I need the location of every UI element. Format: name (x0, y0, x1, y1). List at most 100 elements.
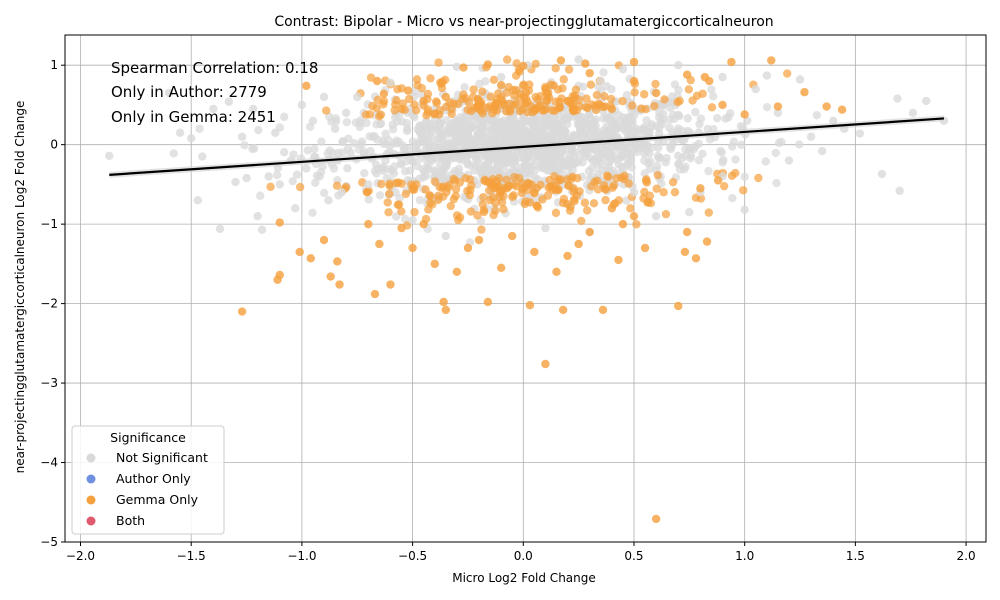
point-gemma-only (496, 80, 506, 90)
cloud-point-gemma (469, 85, 478, 94)
cloud-point-gemma (587, 182, 596, 191)
cloud-point (718, 158, 727, 167)
cloud-point-gemma (426, 198, 435, 208)
cloud-point-gemma (394, 178, 403, 187)
cloud-point (548, 120, 558, 130)
cloud-point (536, 130, 546, 140)
cloud-point-gemma (499, 205, 508, 214)
point-gemma-only (403, 86, 413, 95)
point-gemma-only (767, 56, 776, 65)
y-tick-label: −1 (40, 217, 58, 231)
point-gemma-only (335, 280, 344, 289)
cloud-point (331, 117, 341, 126)
cloud-point-gemma (704, 208, 713, 217)
cloud-point (646, 122, 656, 132)
cloud-point (435, 118, 444, 128)
point-not-significant (817, 146, 827, 156)
cloud-point-gemma (379, 96, 389, 106)
x-axis-label: Micro Log2 Fold Change (452, 571, 596, 585)
point-gemma-only (519, 61, 528, 71)
cloud-point (761, 157, 770, 166)
cloud-point-gemma (473, 211, 482, 220)
point-not-significant (855, 129, 865, 138)
cloud-point-gemma (525, 80, 534, 89)
cloud-point (560, 114, 569, 123)
point-gemma-only (696, 184, 705, 193)
point-not-significant (209, 104, 218, 114)
cloud-point (589, 119, 598, 128)
cloud-point-gemma (479, 192, 488, 202)
cloud-point (256, 191, 265, 200)
cloud-point-gemma (533, 203, 543, 212)
cloud-point (370, 166, 380, 176)
cloud-point-gemma (604, 172, 613, 182)
trend-line-group (109, 115, 945, 178)
x-tick-label: −1.0 (287, 549, 316, 563)
cloud-point (556, 155, 565, 164)
cloud-point (622, 91, 632, 100)
cloud-point (709, 92, 718, 101)
point-gemma-only (800, 88, 809, 97)
point-gemma-only (459, 63, 468, 72)
cloud-point (484, 158, 493, 167)
point-gemma-only (441, 305, 450, 315)
cloud-point-gemma (593, 185, 603, 194)
cloud-point-gemma (385, 181, 394, 191)
point-not-significant (784, 156, 794, 165)
cloud-point-gemma (486, 92, 495, 101)
cloud-point (812, 110, 822, 120)
cloud-point-gemma (668, 177, 678, 187)
cloud-point-gemma (645, 191, 655, 200)
point-gemma-only (306, 254, 315, 263)
point-gemma-only (408, 243, 417, 253)
cloud-point (538, 158, 548, 168)
point-not-significant (346, 148, 355, 157)
cloud-point (240, 141, 249, 150)
cloud-point (628, 116, 637, 126)
cloud-point (564, 162, 574, 172)
cloud-point-gemma (643, 198, 652, 207)
cloud-point-gemma (532, 183, 542, 193)
cloud-point-gemma (478, 87, 487, 96)
cloud-point (521, 117, 530, 126)
cloud-point-gemma (538, 195, 547, 204)
point-not-significant (337, 188, 346, 197)
cloud-point (578, 82, 588, 91)
x-tick-label: −0.5 (398, 549, 427, 563)
cloud-point (673, 151, 683, 160)
x-tick-label: −2.0 (66, 549, 95, 563)
legend-title: Significance (110, 430, 186, 445)
cloud-point (310, 144, 319, 154)
cloud-point (460, 82, 469, 92)
cloud-point (288, 176, 297, 186)
point-gemma-only (691, 254, 701, 263)
point-not-significant (353, 92, 362, 102)
point-not-significant (271, 128, 280, 137)
cloud-point (429, 166, 438, 175)
point-gemma-only (319, 235, 329, 245)
point-not-significant (330, 124, 340, 133)
cloud-point (272, 170, 282, 180)
cloud-point (474, 159, 483, 168)
cloud-point (477, 152, 486, 161)
cloud-point (416, 121, 426, 130)
cloud-point (400, 214, 410, 224)
cloud-point (626, 150, 635, 159)
point-gemma-only (629, 76, 639, 86)
point-not-significant (164, 88, 174, 98)
cloud-point (350, 138, 359, 148)
cloud-point (463, 159, 472, 169)
cloud-point (392, 212, 401, 221)
point-not-significant (302, 164, 311, 173)
cloud-point-gemma (502, 175, 511, 185)
cloud-point-gemma (373, 95, 382, 105)
cloud-point (593, 131, 603, 140)
cloud-point-gemma (322, 106, 331, 115)
cloud-point-gemma (580, 198, 590, 207)
cloud-point (388, 120, 397, 129)
cloud-point-gemma (614, 196, 624, 205)
cloud-point-gemma (451, 184, 461, 194)
annotation-gemma-only: Only in Gemma: 2451 (111, 108, 276, 126)
cloud-point (607, 85, 616, 94)
point-gemma-only (441, 92, 450, 102)
